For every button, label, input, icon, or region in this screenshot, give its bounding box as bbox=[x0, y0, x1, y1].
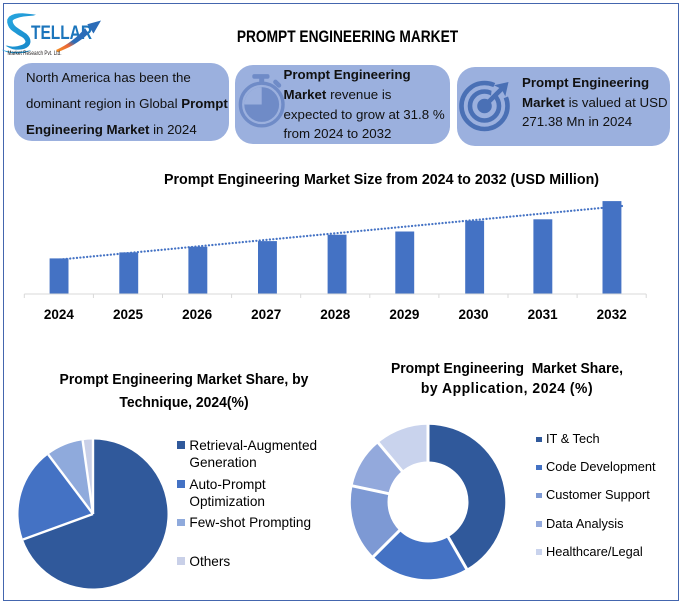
svg-text:2030: 2030 bbox=[458, 307, 488, 322]
svg-text:2029: 2029 bbox=[389, 307, 419, 322]
svg-text:2024: 2024 bbox=[44, 307, 75, 322]
svg-text:2031: 2031 bbox=[528, 307, 559, 322]
svg-text:2028: 2028 bbox=[320, 307, 351, 322]
svg-text:2025: 2025 bbox=[113, 307, 144, 322]
svg-text:2032: 2032 bbox=[597, 307, 627, 322]
svg-text:Market Research Pvt. Ltd.: Market Research Pvt. Ltd. bbox=[8, 51, 62, 57]
svg-text:2027: 2027 bbox=[251, 307, 281, 322]
svg-text:2026: 2026 bbox=[182, 307, 213, 322]
